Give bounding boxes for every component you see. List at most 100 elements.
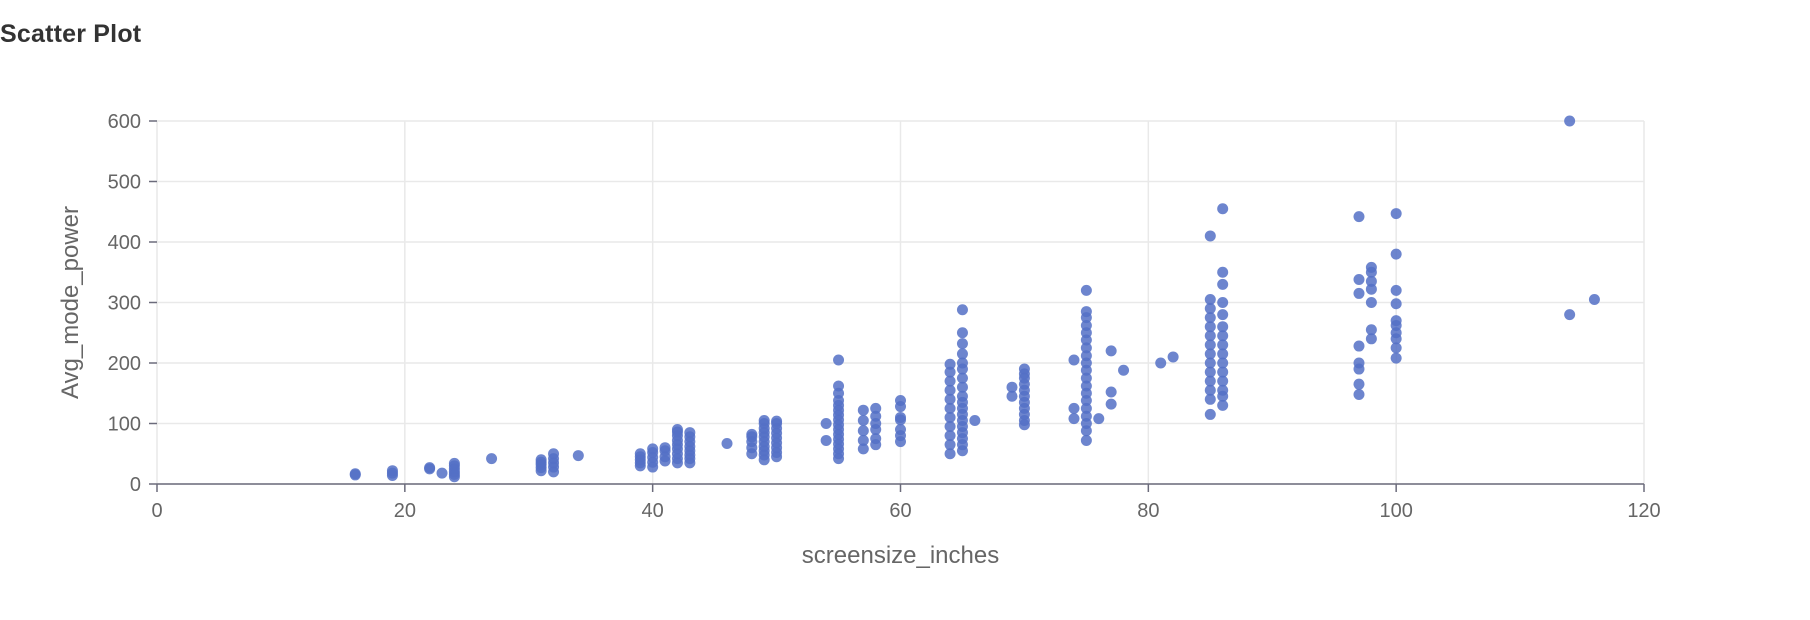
data-point[interactable] <box>1217 384 1229 396</box>
data-point[interactable] <box>1105 398 1117 410</box>
data-point[interactable] <box>1080 342 1092 354</box>
data-point[interactable] <box>634 448 646 460</box>
data-point[interactable] <box>956 327 968 339</box>
data-point[interactable] <box>1204 303 1216 315</box>
data-point[interactable] <box>1118 364 1130 376</box>
data-point[interactable] <box>1217 266 1229 278</box>
data-point[interactable] <box>1204 357 1216 369</box>
data-point[interactable] <box>572 450 584 462</box>
data-point[interactable] <box>1204 312 1216 324</box>
data-point[interactable] <box>1204 366 1216 378</box>
data-point[interactable] <box>944 421 956 433</box>
data-point[interactable] <box>1068 413 1080 425</box>
data-point[interactable] <box>1217 357 1229 369</box>
data-point[interactable] <box>1006 381 1018 393</box>
data-point[interactable] <box>1217 330 1229 342</box>
data-point[interactable] <box>1167 351 1179 363</box>
data-point[interactable] <box>1217 348 1229 360</box>
data-point[interactable] <box>1390 315 1402 327</box>
data-point[interactable] <box>1390 352 1402 364</box>
data-point[interactable] <box>956 357 968 369</box>
data-point[interactable] <box>1080 380 1092 392</box>
data-point[interactable] <box>1080 306 1092 318</box>
data-point[interactable] <box>721 437 733 449</box>
data-point[interactable] <box>944 430 956 442</box>
data-point[interactable] <box>647 443 659 455</box>
data-point[interactable] <box>1217 309 1229 321</box>
data-point[interactable] <box>548 448 560 460</box>
data-point[interactable] <box>386 465 398 477</box>
data-point[interactable] <box>1068 354 1080 366</box>
data-point[interactable] <box>448 457 460 469</box>
data-point[interactable] <box>1105 386 1117 398</box>
data-point[interactable] <box>1353 388 1365 400</box>
data-point[interactable] <box>349 468 361 480</box>
data-point[interactable] <box>1353 287 1365 299</box>
data-point[interactable] <box>870 433 882 445</box>
data-point[interactable] <box>944 411 956 423</box>
data-point[interactable] <box>1204 384 1216 396</box>
data-point[interactable] <box>1390 248 1402 260</box>
data-point[interactable] <box>1204 393 1216 405</box>
data-point[interactable] <box>1365 297 1377 308</box>
data-point[interactable] <box>1217 366 1229 378</box>
data-point[interactable] <box>895 424 906 436</box>
data-point[interactable] <box>1080 372 1092 384</box>
data-point[interactable] <box>956 304 968 316</box>
data-point[interactable] <box>870 402 882 414</box>
data-point[interactable] <box>1204 348 1216 360</box>
data-point[interactable] <box>820 434 832 446</box>
data-point[interactable] <box>1204 339 1216 351</box>
data-point[interactable] <box>1390 298 1402 310</box>
data-point[interactable] <box>1365 324 1377 336</box>
data-point[interactable] <box>1390 284 1402 296</box>
data-point[interactable] <box>1105 345 1117 357</box>
data-point[interactable] <box>1217 339 1229 351</box>
data-point[interactable] <box>1353 357 1365 369</box>
data-point[interactable] <box>969 414 981 426</box>
data-point[interactable] <box>833 380 845 392</box>
data-point[interactable] <box>944 384 956 396</box>
data-point[interactable] <box>870 410 882 422</box>
data-point[interactable] <box>1365 275 1377 287</box>
data-point[interactable] <box>1217 375 1229 387</box>
data-point[interactable] <box>857 425 869 437</box>
data-point[interactable] <box>944 358 956 370</box>
data-point[interactable] <box>1390 208 1402 220</box>
data-point[interactable] <box>436 467 448 479</box>
data-point[interactable] <box>833 354 845 366</box>
data-point[interactable] <box>771 415 783 427</box>
data-point[interactable] <box>671 424 683 436</box>
data-point[interactable] <box>1204 230 1216 242</box>
data-point[interactable] <box>944 439 956 451</box>
data-point[interactable] <box>1093 413 1105 425</box>
data-point[interactable] <box>956 372 968 384</box>
data-point[interactable] <box>895 411 906 423</box>
data-point[interactable] <box>944 448 956 460</box>
data-point[interactable] <box>1080 410 1092 422</box>
data-point[interactable] <box>1353 340 1365 352</box>
data-point[interactable] <box>659 442 671 454</box>
data-point[interactable] <box>535 454 547 466</box>
data-point[interactable] <box>956 390 968 402</box>
data-point[interactable] <box>1564 115 1576 127</box>
data-point[interactable] <box>820 418 832 429</box>
data-point[interactable] <box>684 427 696 439</box>
data-point[interactable] <box>1080 434 1092 446</box>
data-point[interactable] <box>1217 203 1229 215</box>
data-point[interactable] <box>1588 293 1600 305</box>
data-point[interactable] <box>895 395 906 407</box>
data-point[interactable] <box>1365 261 1377 273</box>
data-point[interactable] <box>956 338 968 350</box>
data-point[interactable] <box>944 402 956 414</box>
data-point[interactable] <box>1080 350 1092 362</box>
data-point[interactable] <box>1155 357 1167 369</box>
data-point[interactable] <box>1204 321 1216 333</box>
data-point[interactable] <box>944 366 956 378</box>
data-point[interactable] <box>1080 319 1092 331</box>
data-point[interactable] <box>857 443 869 455</box>
data-point[interactable] <box>956 348 968 360</box>
data-point[interactable] <box>1006 390 1018 402</box>
data-point[interactable] <box>1080 402 1092 414</box>
data-point[interactable] <box>857 414 869 426</box>
